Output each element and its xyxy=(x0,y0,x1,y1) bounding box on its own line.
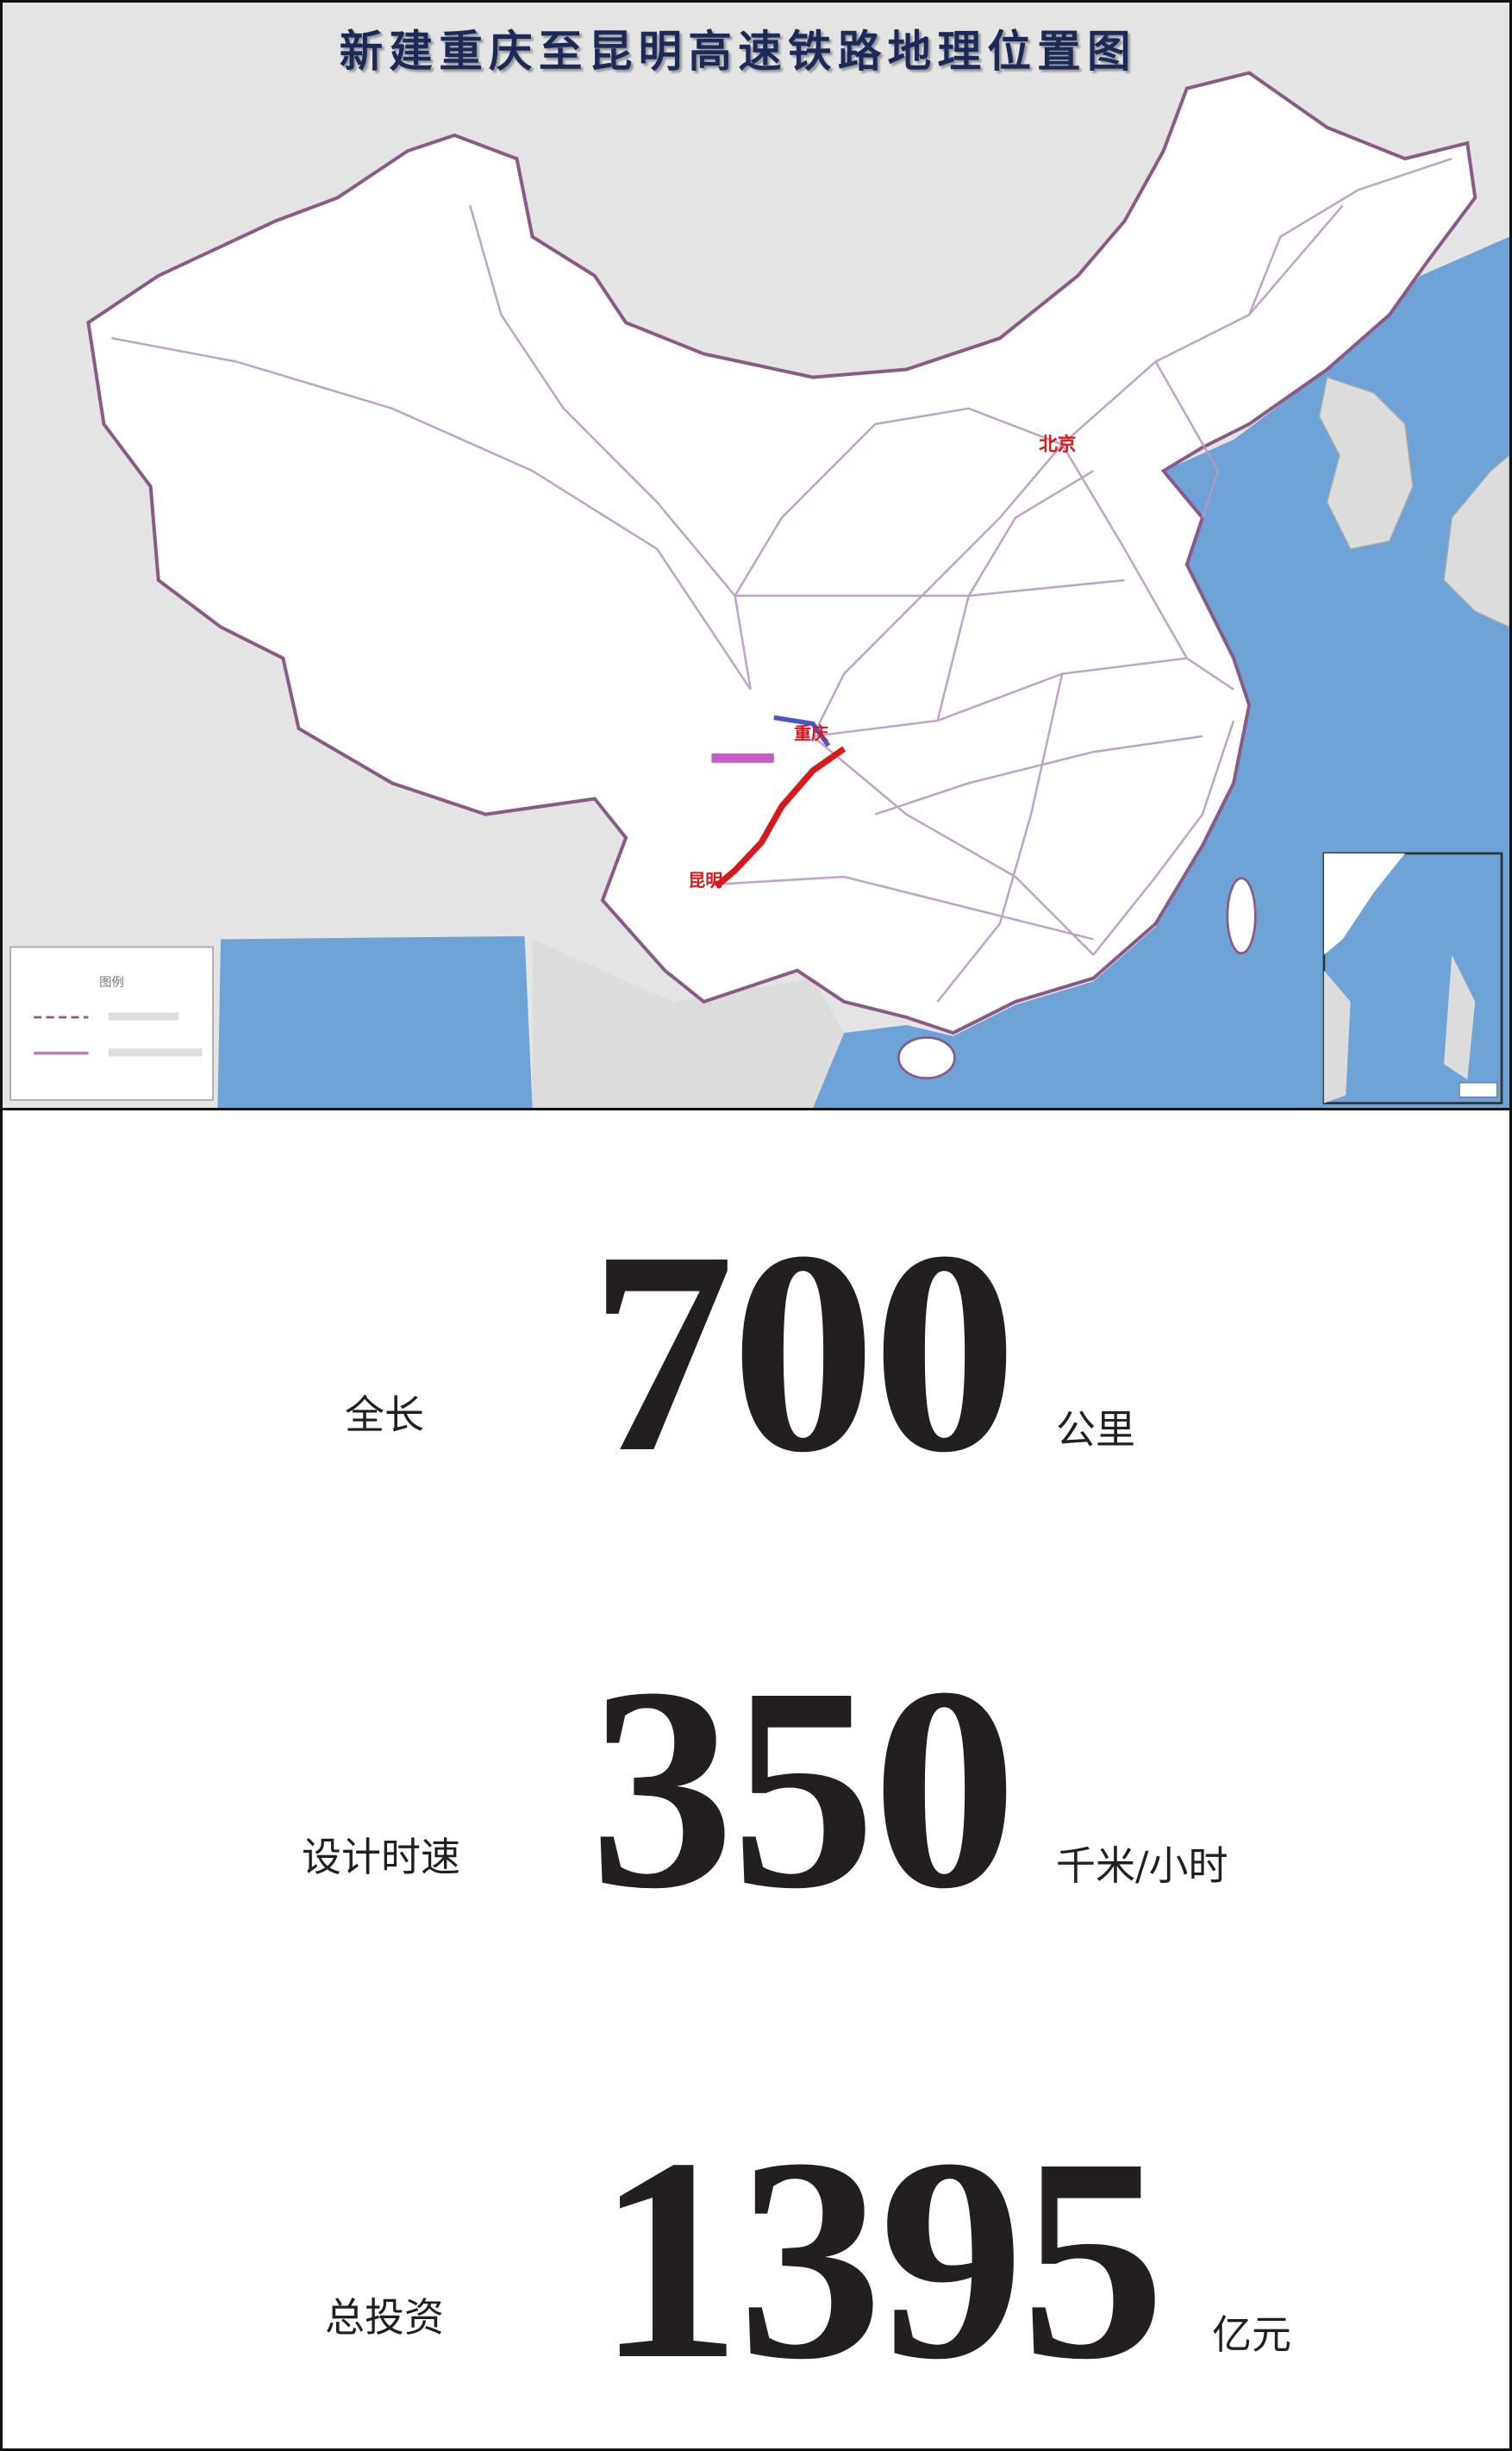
rail-network xyxy=(111,157,1453,1003)
stat-label-investment: 总投资 xyxy=(325,2294,444,2341)
stat-label-length: 全长 xyxy=(345,1391,424,1438)
stat-label-speed: 设计时速 xyxy=(302,1834,460,1880)
route-label-purple xyxy=(711,753,774,763)
railway-location-map: 北京 重庆 昆明 新建重庆至昆明高速铁路地理位置图 图例 xyxy=(3,3,1509,1110)
stat-unit-speed: 千米/小时 xyxy=(1056,1842,1228,1889)
connecting-line-blue xyxy=(773,715,831,747)
taiwan-island xyxy=(1226,877,1257,955)
map-legend: 图例 xyxy=(9,946,214,1101)
stat-value-length: 700 xyxy=(590,1191,1017,1512)
legend-text-2 xyxy=(108,1048,203,1057)
map-svg: 北京 重庆 昆明 新建重庆至昆明高速铁路地理位置图 图例 xyxy=(3,3,1509,1108)
stat-value-speed: 350 xyxy=(590,1628,1017,1948)
korea-peninsula xyxy=(1318,376,1414,550)
map-title: 新建重庆至昆明高速铁路地理位置图 xyxy=(340,26,1137,77)
stat-value-investment: 1395 xyxy=(597,2098,1165,2419)
hainan-island xyxy=(897,1036,956,1079)
city-label-chongqing: 重庆 xyxy=(794,723,828,744)
indochina xyxy=(532,939,845,1108)
city-label-kunming: 昆明 xyxy=(688,871,722,891)
city-label-beijing: 北京 xyxy=(1039,434,1076,456)
bay-of-bengal xyxy=(217,935,533,1108)
chongqing-kunming-railway xyxy=(714,746,847,889)
legend-title: 图例 xyxy=(99,975,124,990)
south-china-sea-inset xyxy=(1322,852,1503,1104)
stat-unit-investment: 亿元 xyxy=(1212,2311,1291,2358)
stat-unit-length: 公里 xyxy=(1056,1406,1135,1453)
legend-text-1 xyxy=(108,1012,179,1021)
japan xyxy=(1443,454,1509,628)
china-territory xyxy=(86,71,1478,1035)
